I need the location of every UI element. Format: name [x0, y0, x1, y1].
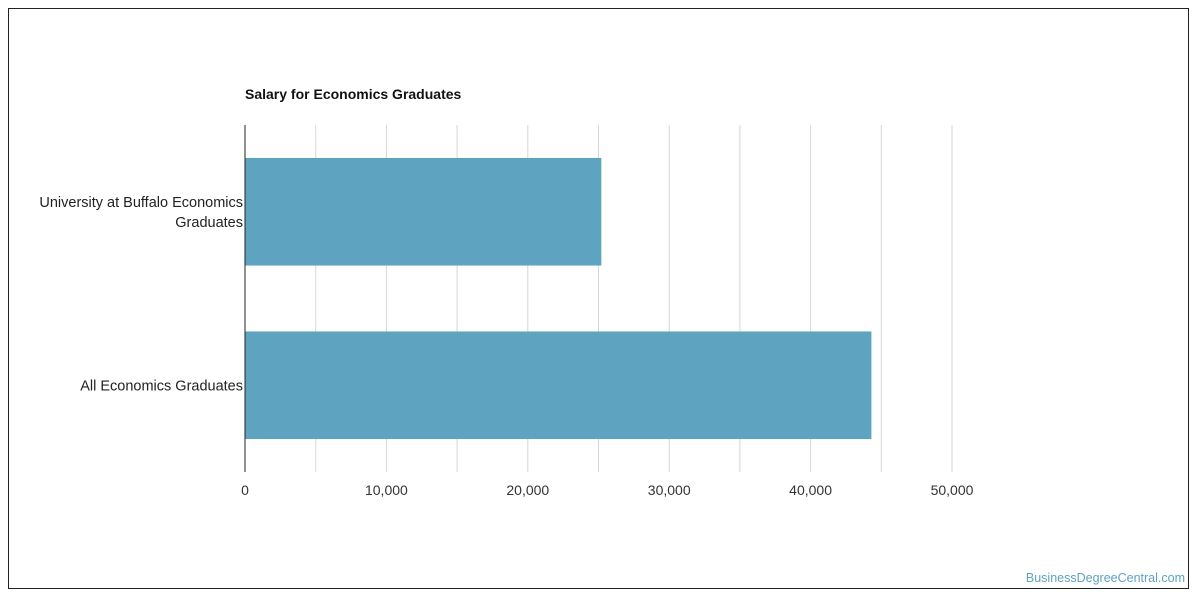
category-label-line: All Economics Graduates	[80, 378, 243, 394]
category-label-line: University at Buffalo Economics	[39, 195, 243, 211]
x-tick-label: 30,000	[648, 482, 691, 498]
category-label: All Economics Graduates	[80, 378, 243, 394]
category-labels: University at Buffalo Economics Graduates…	[39, 195, 243, 395]
x-tick-label: 50,000	[931, 482, 974, 498]
bar-1[interactable]	[245, 331, 872, 440]
category-label-line: Graduates	[175, 215, 243, 231]
x-tick-labels: 0 10,000 20,000 30,000 40,000 50,000	[241, 482, 974, 498]
site-credit[interactable]: BusinessDegreeCentral.com	[1026, 571, 1185, 585]
category-label: University at Buffalo Economics Graduates	[39, 195, 243, 231]
x-tick-label: 10,000	[365, 482, 408, 498]
chart-title: Salary for Economics Graduates	[245, 86, 462, 102]
bar-0[interactable]	[245, 157, 602, 266]
x-tick-label: 20,000	[506, 482, 549, 498]
x-tick-label: 40,000	[789, 482, 832, 498]
x-tick-label: 0	[241, 482, 249, 498]
bars-group	[245, 157, 872, 440]
